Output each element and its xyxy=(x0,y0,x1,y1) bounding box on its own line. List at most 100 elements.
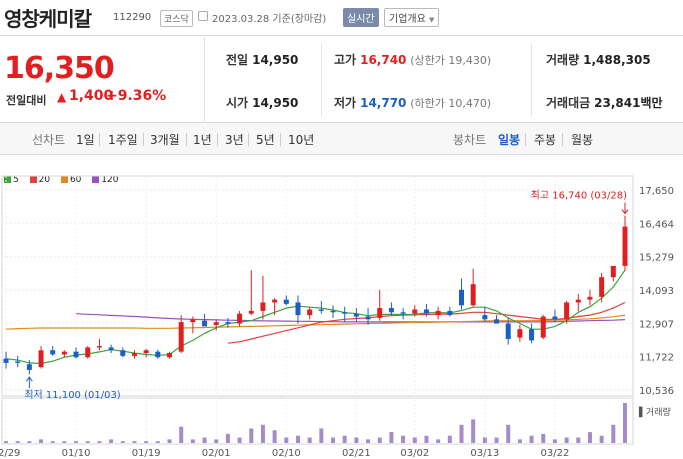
company-overview-dropdown[interactable]: 기업개요 ▼ xyxy=(384,8,440,27)
candle-body xyxy=(167,353,173,358)
volume-bar xyxy=(354,437,359,443)
volume-bar xyxy=(366,439,371,443)
tab-divider xyxy=(562,133,563,146)
realtime-button[interactable]: 실시간 xyxy=(343,8,379,27)
stat-value: 거래대금 23,841백만 xyxy=(546,96,663,110)
tab-daily[interactable]: 일봉 xyxy=(498,133,521,147)
volume-bar xyxy=(225,433,230,443)
candle-body xyxy=(96,346,102,348)
tab-5y[interactable]: 5년 xyxy=(256,133,275,147)
candle-body xyxy=(447,310,453,316)
volume-bar xyxy=(319,428,324,443)
volume-bar xyxy=(517,439,522,443)
chart-tabs: 선차트 1일 1주일 3개월 1년 3년 5년 10년 봉차트 일봉 주봉 월봉 xyxy=(0,122,683,155)
tab-10y[interactable]: 10년 xyxy=(288,133,315,147)
volume-bar xyxy=(576,437,581,443)
stat-low: 저가 14,770 (하한가 10,470) xyxy=(334,96,492,110)
candle-body xyxy=(190,319,196,323)
tab-3m[interactable]: 3개월 xyxy=(150,133,180,147)
candle-body xyxy=(494,319,500,324)
ma60-line xyxy=(5,314,626,330)
candle-body xyxy=(318,309,324,311)
candlestick-chart[interactable]: 17,650 16,464 15,279 14,093 12,907 11,722 10,5… xyxy=(0,156,683,459)
candle-body xyxy=(540,316,546,338)
current-price: 16,350 xyxy=(4,51,115,86)
candle-body xyxy=(622,226,628,266)
volume-bar xyxy=(272,430,277,443)
volume-bar xyxy=(109,439,114,443)
max-arrow-head xyxy=(621,209,629,215)
volume-bar xyxy=(249,428,254,443)
candle-body xyxy=(50,350,56,355)
candle-body xyxy=(470,284,476,306)
tab-divider xyxy=(280,133,281,146)
ma120-line xyxy=(76,313,626,323)
change-amount: 1,400 xyxy=(69,88,114,104)
volume-bar xyxy=(389,432,394,443)
clock-icon xyxy=(198,11,208,21)
max-annotation: 최고 16,740 (03/28) xyxy=(531,190,627,202)
volume-bar xyxy=(132,441,137,443)
volume-bar xyxy=(342,435,347,443)
x-tick-label: 02/10 xyxy=(272,448,301,459)
volume-bar xyxy=(237,437,242,443)
volume-bar xyxy=(529,435,534,443)
y-tick-label: 17,650 xyxy=(639,186,674,197)
tab-divider xyxy=(248,133,249,146)
volume-bar xyxy=(494,437,499,443)
stat-prev: 전일 14,950 xyxy=(226,53,299,67)
market-badge: 코스닥 xyxy=(160,10,193,27)
volume-bar xyxy=(506,424,511,443)
tab-monthly[interactable]: 월봉 xyxy=(571,133,594,147)
company-overview-label: 기업개요 xyxy=(389,14,426,25)
volume-bar xyxy=(202,437,207,443)
change-label: 전일대비 xyxy=(6,94,47,107)
legend-ma120: 120 xyxy=(92,175,118,185)
volume-bar xyxy=(331,437,336,443)
candle-body xyxy=(225,322,231,324)
x-tick-label: 03/13 xyxy=(470,448,499,459)
tab-divider xyxy=(143,133,144,146)
candle-body xyxy=(330,310,336,313)
candle-body xyxy=(131,353,137,356)
volume-bar xyxy=(214,439,219,443)
stat-high: 고가 16,740 (상한가 19,430) xyxy=(334,53,492,67)
y-tick-label: 16,464 xyxy=(639,219,674,230)
volume-bar xyxy=(97,441,102,443)
candle-body xyxy=(587,296,593,300)
volume-bar xyxy=(552,439,557,443)
tab-divider xyxy=(99,133,100,146)
min-annotation: 최저 11,100 (01/03) xyxy=(24,389,120,401)
candle-body xyxy=(575,299,581,303)
price-summary: 16,350 전일대비 ▲ 1,400 +9.36% xyxy=(0,37,205,122)
candle-body xyxy=(552,316,558,320)
divider xyxy=(531,43,532,117)
tab-1y[interactable]: 1년 xyxy=(193,133,212,147)
candle-body xyxy=(529,329,535,341)
candle-body xyxy=(435,310,441,316)
change-percent: +9.36% xyxy=(106,88,167,104)
y-tick-label: 11,722 xyxy=(639,353,674,364)
candle-body xyxy=(307,309,313,316)
tab-3y[interactable]: 3년 xyxy=(225,133,244,147)
stats-panel: 전일 14,950 시가 14,950 고가 16,740 (상한가 19,430) … xyxy=(206,37,683,122)
volume-bar xyxy=(74,441,79,443)
candle-body xyxy=(388,308,394,313)
volume-bar xyxy=(85,441,90,443)
candle-body xyxy=(272,299,278,303)
tab-1w[interactable]: 1주일 xyxy=(108,133,138,147)
volume-plot-frame xyxy=(1,397,634,445)
candle-body xyxy=(412,309,418,314)
volume-bar xyxy=(377,437,382,443)
candle-body xyxy=(365,316,371,320)
volume-bar xyxy=(4,441,8,443)
candle-body xyxy=(353,313,359,317)
candle-body xyxy=(61,351,67,355)
tab-divider xyxy=(217,133,218,146)
candle-chart-label: 봉차트 xyxy=(453,133,487,147)
tab-1d[interactable]: 1일 xyxy=(76,133,95,147)
x-tick-label: 01/10 xyxy=(62,448,91,459)
candle-body xyxy=(400,312,406,314)
tab-weekly[interactable]: 주봉 xyxy=(534,133,557,147)
volume-bar xyxy=(611,424,616,443)
